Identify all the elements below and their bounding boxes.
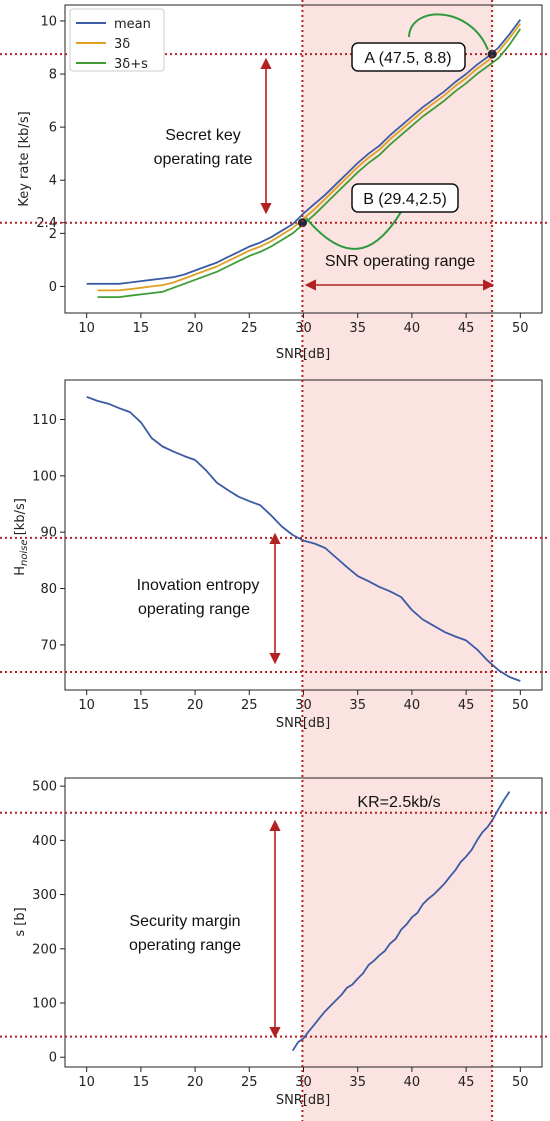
series-line-0 — [291, 791, 511, 1052]
callout-a-label: A (47.5, 8.8) — [364, 50, 451, 67]
x-tick-label: 20 — [187, 698, 204, 713]
y-tick-label: 400 — [32, 834, 57, 849]
annotation-security-2: operating range — [129, 937, 241, 954]
x-tick-label: 30 — [295, 698, 312, 713]
legend: mean 3δ 3δ+s — [69, 8, 165, 72]
annotation-snr-range: SNR operating range — [325, 253, 475, 270]
snr-guide-lines — [301, 0, 494, 1121]
y-tick-label: 110 — [32, 413, 57, 428]
x-tick-label: 10 — [78, 698, 95, 713]
y-tick-label: 500 — [32, 780, 57, 795]
x-tick-label: 25 — [241, 698, 258, 713]
series-line-1 — [97, 23, 522, 292]
x-tick-label: 50 — [512, 321, 529, 336]
y-axis-label: s [b] — [13, 907, 28, 936]
series-line-2 — [97, 28, 522, 299]
y-tick-label: 300 — [32, 888, 57, 903]
y-tick-label: 90 — [40, 526, 57, 541]
x-tick-label: 30 — [295, 1075, 312, 1090]
snr-operating-band — [302, 0, 493, 1121]
legend-box — [69, 8, 165, 72]
x-tick-label: 25 — [241, 321, 258, 336]
legend-label-mean: mean — [114, 17, 151, 32]
y-axis-label: Key rate [kb/s] — [17, 111, 32, 206]
x-tick-label: 30 — [295, 321, 312, 336]
y-tick-label: 200 — [32, 942, 57, 957]
x-tick-label: 25 — [241, 1075, 258, 1090]
y-tick-label: 70 — [40, 638, 57, 653]
x-tick-label: 15 — [133, 321, 150, 336]
x-tick-label: 50 — [512, 698, 529, 713]
x-tick-label: 15 — [133, 698, 150, 713]
x-tick-label: 40 — [404, 698, 421, 713]
y-axis-label: Hnoise [kb/s] — [13, 498, 30, 576]
y-tick-label: 4 — [49, 174, 57, 189]
x-tick-label: 50 — [512, 1075, 529, 1090]
x-axis-label: SNR[dB] — [276, 347, 330, 362]
annotation-entropy-2: operating range — [138, 601, 250, 618]
y-axis: 0 100 200 300 400 500 — [32, 780, 65, 1066]
x-tick-label: 40 — [404, 321, 421, 336]
y-label-sub: noise — [19, 539, 30, 566]
x-tick-label: 10 — [78, 1075, 95, 1090]
x-axis-label: SNR[dB] — [276, 716, 330, 731]
callout-a-box — [351, 42, 466, 72]
x-axis: 10 15 20 25 30 35 40 45 50 — [78, 1067, 529, 1090]
x-tick-label: 45 — [458, 698, 475, 713]
x-tick-label: 20 — [187, 1075, 204, 1090]
x-tick-label: 35 — [349, 321, 366, 336]
x-tick-label: 40 — [404, 1075, 421, 1090]
legend-label-3delta-s: 3δ+s — [114, 57, 148, 72]
y-tick-label: 0 — [49, 280, 57, 295]
annotation-entropy-1: Inovation entropy — [137, 577, 260, 594]
x-tick-label: 45 — [458, 1075, 475, 1090]
y-label-unit: [kb/s] — [13, 498, 28, 539]
x-tick-label: 20 — [187, 321, 204, 336]
y-axis: 70 80 90 100 110 — [32, 413, 65, 653]
y-tick-label: 8 — [49, 68, 57, 83]
y-tick-label: 2 — [49, 227, 57, 242]
y-tick-label: 80 — [40, 582, 57, 597]
x-axis: 10 15 20 25 30 35 40 45 50 — [78, 690, 529, 713]
annotation-secret-key-1: Secret key — [165, 127, 241, 144]
series-line-0 — [86, 19, 522, 285]
arc-to-point-b — [305, 204, 406, 250]
annotation-secret-key-2: operating rate — [154, 151, 253, 168]
x-tick-label: 10 — [78, 321, 95, 336]
x-tick-label: 15 — [133, 1075, 150, 1090]
x-tick-label: 35 — [349, 1075, 366, 1090]
y-tick-label: 6 — [49, 121, 57, 136]
series-line-0 — [86, 396, 521, 682]
x-tick-label: 45 — [458, 321, 475, 336]
annotation-security-1: Security margin — [129, 913, 240, 930]
y-axis: 02468102.4 — [36, 14, 65, 295]
legend-label-3delta: 3δ — [114, 37, 130, 52]
x-axis: 10 15 20 25 30 35 40 45 50 — [78, 313, 529, 336]
y-tick-label: 0 — [49, 1051, 57, 1066]
callout-b-box — [351, 183, 459, 213]
y-tick-label: 100 — [32, 469, 57, 484]
y-label-main: H — [13, 566, 28, 576]
y-tick-label: 100 — [32, 997, 57, 1012]
x-tick-label: 35 — [349, 698, 366, 713]
y-tick-label: 10 — [40, 14, 57, 29]
callout-b-label: B (29.4,2.5) — [363, 191, 447, 208]
arc-to-point-a — [408, 13, 489, 51]
annotation-kr: KR=2.5kb/s — [357, 794, 440, 811]
